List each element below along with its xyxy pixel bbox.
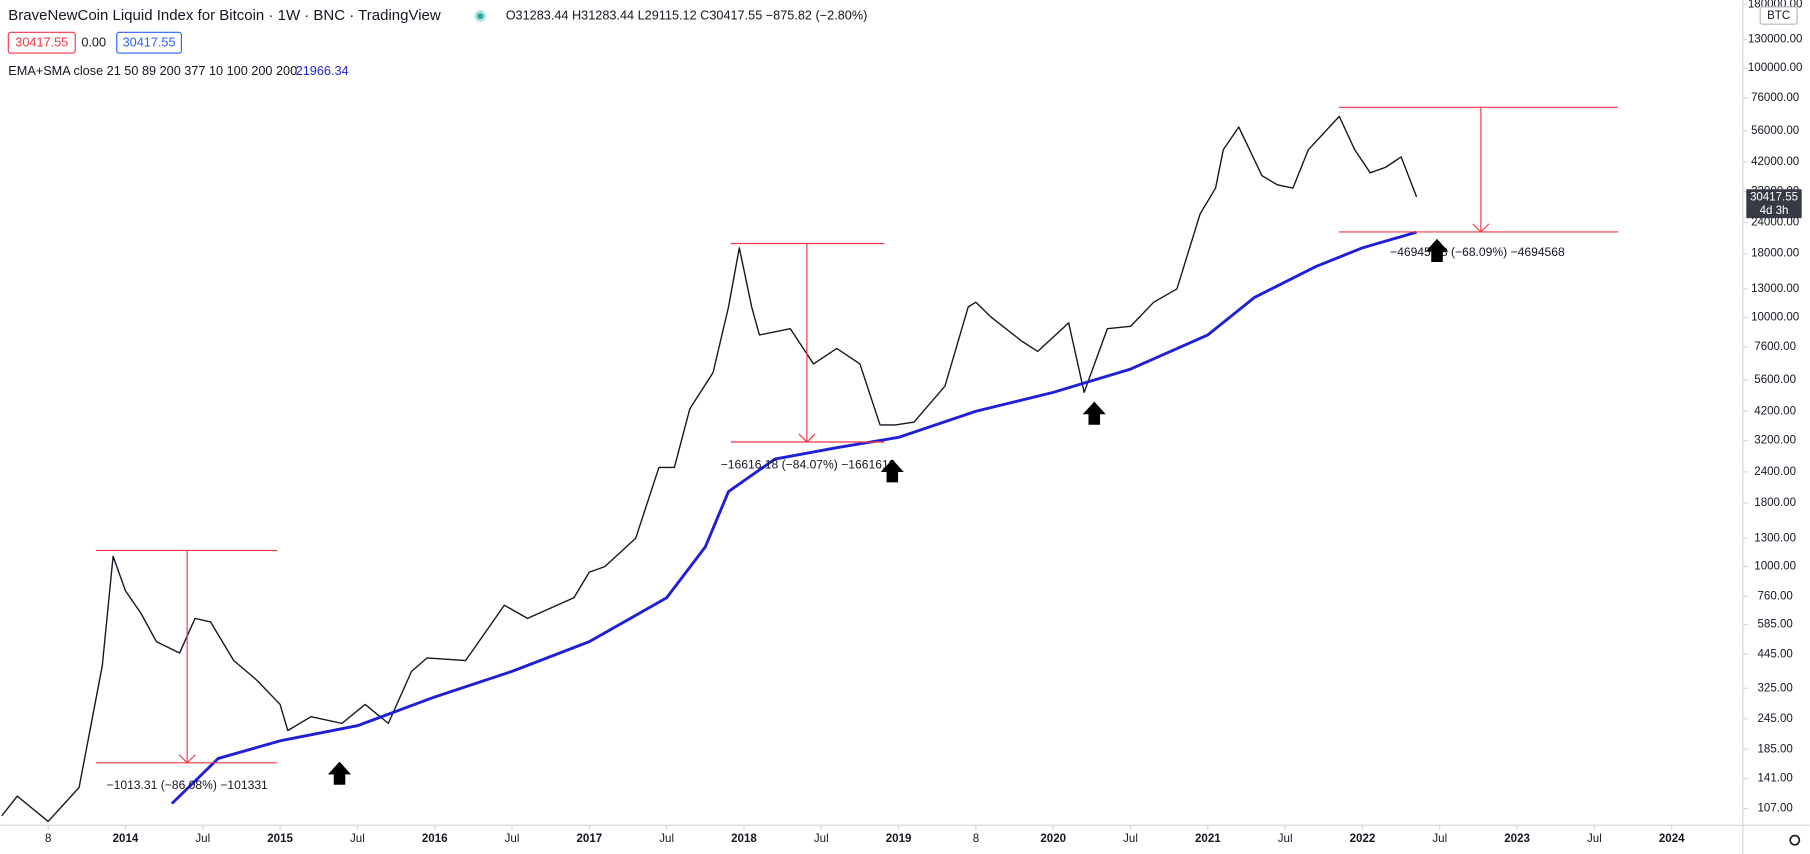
ohlc: O31283.44 H31283.44 L29115.12 C30417.55 …: [506, 9, 868, 23]
x-tick-label: Jul: [505, 833, 520, 845]
y-tick-label: 245.00: [1758, 713, 1793, 725]
measure-label: −46945.68 (−68.09%) −4694568: [1390, 245, 1565, 259]
y-tick-label: 760.00: [1758, 590, 1793, 602]
y-tick-label: 7600.00: [1754, 341, 1796, 353]
measure-label: −16616.18 (−84.07%) −1661618: [721, 457, 896, 471]
y-tick-label: 3200.00: [1754, 435, 1796, 447]
currency-button[interactable]: [1759, 6, 1798, 25]
measure-tools: [96, 106, 1619, 764]
y-tick-label: 10000.00: [1751, 311, 1799, 323]
y-tick-label: 5600.00: [1754, 374, 1796, 386]
x-tick-label: 2018: [731, 833, 757, 845]
x-tick-label: Jul: [1123, 833, 1138, 845]
y-tick-label: 325.00: [1758, 682, 1793, 694]
y-tick-label: 76000.00: [1751, 92, 1799, 104]
countdown: 4d 3h: [1760, 205, 1789, 217]
y-tick-label: 107.00: [1758, 803, 1793, 815]
price-tag: [1746, 189, 1802, 219]
y-axis: 180000.00 130000.00 100000.00 76000.00 56000…: [1742, 0, 1803, 815]
y-tick-label: 141.00: [1758, 773, 1793, 785]
x-tick-label: Jul: [350, 833, 365, 845]
y-tick-label: 4200.00: [1754, 405, 1796, 417]
measure-arrow: [178, 754, 196, 764]
x-tick-label: 2024: [1659, 833, 1685, 845]
up-arrow: [1082, 401, 1106, 425]
chart-title: BraveNewCoin Liquid Index for Bitcoin · …: [8, 7, 441, 24]
x-tick-label: 2019: [886, 833, 912, 845]
y-tick-label: 42000.00: [1751, 156, 1799, 168]
y-tick-label: 185.00: [1758, 743, 1793, 755]
x-tick-label: 2022: [1350, 833, 1376, 845]
price-chip-text: 30417.55: [15, 36, 68, 50]
y-tick-label: 445.00: [1758, 648, 1793, 660]
x-tick-label: 8: [45, 833, 51, 845]
indicator-name: EMA+SMA close 21 50 89 200 377 10 100 20…: [8, 64, 297, 78]
y-tick-label: 180000.00: [1748, 0, 1803, 10]
price-chip-text: 0.00: [81, 36, 106, 50]
measure-arrow: [1472, 223, 1490, 233]
indicator-value: 21966.34: [296, 64, 349, 78]
y-tick-label: 1800.00: [1754, 497, 1796, 509]
y-tick-label: 18000.00: [1751, 248, 1799, 260]
y-tick-label: 130000.00: [1748, 34, 1803, 46]
measure-label: −1013.31 (−86.08%) −101331: [107, 778, 269, 792]
y-tick-label: 585.00: [1758, 619, 1793, 631]
price-tag-group: 30417.55 4d 3h: [1746, 189, 1802, 219]
price-chip: [116, 31, 182, 54]
y-tick-label: 1300.00: [1754, 532, 1796, 544]
x-tick-label: Jul: [1278, 833, 1293, 845]
y-tick-label: 100000.00: [1748, 62, 1803, 74]
plot-area: [1, 115, 1418, 823]
x-tick-label: 2015: [267, 833, 293, 845]
series-line: [1, 115, 1418, 823]
settings-icon[interactable]: [1789, 834, 1801, 846]
y-tick-label: 2400.00: [1754, 466, 1796, 478]
x-tick-label: Jul: [195, 833, 210, 845]
y-tick-label: 24000.00: [1751, 217, 1799, 229]
price-chip: [7, 31, 76, 54]
status-dot: [477, 13, 484, 20]
x-tick-label: 2017: [577, 833, 603, 845]
price-chip-text: 30417.55: [123, 36, 176, 50]
x-tick-label: Jul: [814, 833, 829, 845]
x-tick-label: 2023: [1504, 833, 1530, 845]
x-tick-label: Jul: [1587, 833, 1602, 845]
y-tick-label: 56000.00: [1751, 125, 1799, 137]
y-tick-label: 13000.00: [1751, 283, 1799, 295]
x-tick-label: Jul: [1432, 833, 1447, 845]
currency-label[interactable]: BTC: [1767, 10, 1790, 22]
up-arrow: [1425, 238, 1449, 262]
x-tick-label: Jul: [659, 833, 674, 845]
up-arrow: [880, 459, 904, 483]
settings-gear[interactable]: [1789, 834, 1801, 846]
series-line: [170, 230, 1417, 805]
measure-arrow: [798, 433, 816, 443]
x-tick-label: 2020: [1040, 833, 1066, 845]
x-tick-label: 2016: [422, 833, 448, 845]
price-tag-text: 30417.55: [1750, 191, 1798, 203]
x-tick-label: 2014: [113, 833, 139, 845]
y-tick-label: 1000.00: [1754, 561, 1796, 573]
x-tick-label: 8: [973, 833, 979, 845]
x-tick-label: 2021: [1195, 833, 1221, 845]
x-axis: 8 2014 Jul 2015 Jul 2016 Jul 2017 Jul 2018 Jul 2019…: [45, 825, 1685, 845]
